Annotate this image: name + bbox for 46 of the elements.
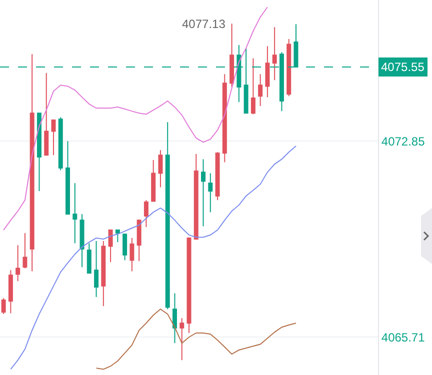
y-tick-label: 4065.71 [381, 330, 426, 344]
ref-line-label: 4075.55 [381, 60, 425, 74]
candlestick [22, 232, 28, 269]
candlestick [80, 214, 84, 268]
candlestick [158, 150, 163, 188]
candlestick [265, 46, 270, 98]
candlestick [244, 48, 248, 114]
candlestick [122, 234, 128, 261]
line-series [10, 146, 296, 370]
candlestick [215, 152, 220, 201]
candlestick [101, 240, 106, 307]
candlestick [94, 240, 99, 298]
annotation: 4077.13 [182, 17, 226, 31]
candlestick [201, 158, 206, 227]
candlestick [194, 154, 198, 240]
candlestick [66, 140, 70, 215]
candlestick [51, 119, 56, 156]
candlestick [258, 74, 263, 106]
y-tick-label: 4072.85 [381, 134, 426, 148]
candlestick [8, 270, 13, 314]
candlestick [44, 72, 49, 156]
candlestick [130, 238, 134, 272]
candlestick [115, 230, 120, 243]
candlestick [172, 292, 177, 344]
candlestick [180, 318, 184, 361]
candlestick [208, 172, 213, 213]
line-series [96, 308, 296, 370]
candlestick [86, 242, 92, 274]
candlestick [16, 244, 20, 282]
candlestick [186, 238, 192, 334]
candlestick [222, 74, 227, 163]
candlestick [1, 298, 6, 315]
candlestick [36, 112, 42, 192]
candlestick [72, 182, 78, 244]
candlestick [272, 26, 277, 81]
candlestick [58, 116, 63, 171]
candlestick [151, 160, 156, 202]
line-series [3, 6, 268, 231]
candlestick [250, 58, 256, 115]
candlestick [165, 122, 170, 310]
candlestick [230, 23, 234, 88]
candlestick [108, 230, 113, 263]
candlestick [30, 54, 34, 272]
candlestick [144, 200, 148, 228]
candlestick [136, 220, 142, 262]
candlestick [286, 38, 292, 97]
